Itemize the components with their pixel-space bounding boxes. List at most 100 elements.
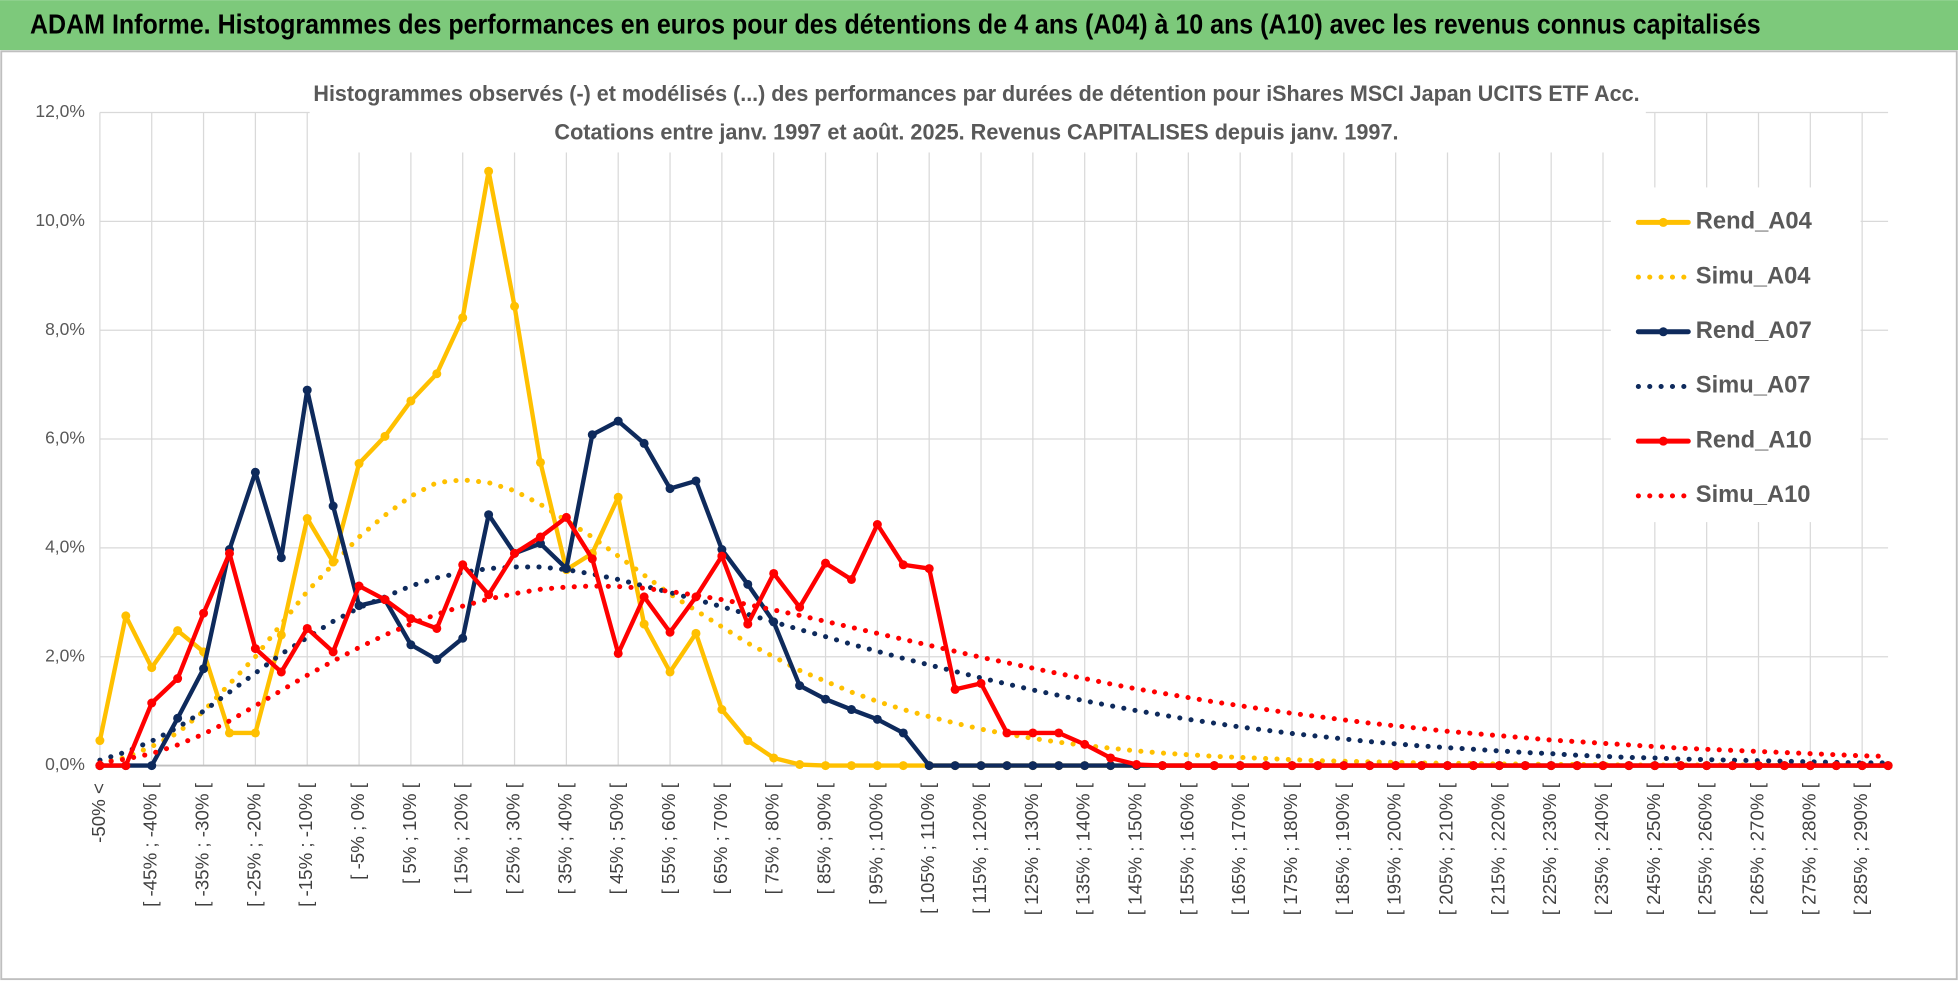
series-marker [535,457,545,467]
series-marker [1028,728,1038,738]
series-marker [665,667,675,677]
series-marker [639,592,649,602]
series-marker [510,548,520,558]
x-tick-label: [ 255% ; 260% [ [1695,782,1716,915]
series-marker [1002,761,1012,771]
x-tick-label: [ 165% ; 170% [ [1228,782,1249,915]
x-tick-label: [ 115% ; 120% [ [969,782,990,914]
series-marker [1287,761,1297,771]
series-marker [380,431,390,441]
x-tick-label: -50% < [88,783,109,843]
series-marker [1028,761,1038,771]
x-tick-label: [ 195% ; 200% [ [1384,782,1405,915]
series-marker [1002,728,1012,738]
series-marker [199,608,209,618]
y-tick-label: 4,0% [45,537,85,557]
series-marker [147,663,157,673]
series-marker [717,545,727,555]
y-tick-label: 2,0% [45,645,85,665]
series-marker [1520,761,1530,771]
legend-marker [1658,436,1668,446]
chart-frame [0,50,1958,981]
series-marker [1468,761,1478,771]
x-tick-label: [ 285% ; 290% [ [1850,782,1871,915]
series-marker [613,492,623,502]
series-marker [1753,761,1763,771]
series-marker [1365,761,1375,771]
series-marker [1157,761,1167,771]
series-marker [1054,761,1064,771]
series-line [97,583,1891,766]
legend-marker [1658,217,1668,227]
series-marker [743,736,753,746]
series-marker [432,654,442,664]
series-marker [613,648,623,658]
series-marker [1261,761,1271,771]
x-tick-label: [ 275% ; 280% [ [1798,782,1819,915]
legend-label: Simu_A10 [1696,482,1811,508]
y-tick-label: 6,0% [45,428,85,448]
series-marker [821,761,831,771]
series-marker [1391,761,1401,771]
series-marker [276,553,286,563]
legend-background [1610,187,1861,523]
series-marker [821,694,831,704]
x-tick-label: [ 175% ; 180% [ [1280,782,1301,915]
legend-label: Rend_A10 [1696,427,1812,453]
series-marker [1805,761,1815,771]
series-marker [173,713,183,723]
series-marker [898,761,908,771]
x-tick-label: [ 75% ; 80% [ [762,782,783,894]
series-marker [872,520,882,529]
series-marker [458,313,468,323]
series-marker [173,626,183,636]
x-tick-label: [ 85% ; 90% [ [813,782,834,894]
plot-area: 0,0% 2,0% 4,0% 6,0% 8,0% 10,0% 12,0% -50% < [ -4… [35,101,1893,915]
x-tick-label: [ 95% ; 100% [ [865,782,886,905]
x-tick-label: [ -15% ; -10% [ [295,782,316,907]
series-marker [769,753,779,763]
x-tick-label: [ 15% ; 20% [ [451,782,472,894]
series-marker [1676,761,1686,771]
series-marker [639,619,649,629]
series-marker [302,514,312,524]
series-marker [432,623,442,633]
legend-label: Simu_A07 [1696,373,1811,399]
series-marker [613,416,623,426]
series-marker [1235,761,1245,771]
series-marker [665,627,675,637]
series-marker [1883,761,1893,771]
series-marker [1054,728,1064,738]
series-marker [691,628,701,638]
x-tick-label: [ 215% ; 220% [ [1487,782,1508,915]
series-marker [535,539,545,549]
series-line [97,477,1891,769]
series-marker [795,760,805,770]
series-marker [224,728,234,738]
x-tick-label: [ -45% ; -40% [ [140,782,161,907]
series-marker [302,385,312,395]
series-marker [898,728,908,738]
series-marker [846,574,856,584]
x-tick-label: [ 145% ; 150% [ [1124,782,1145,915]
series-marker [432,369,442,379]
series-marker [1857,761,1867,771]
x-tick-label: [ -35% ; -30% [ [192,782,213,907]
x-tick-label: [ 155% ; 160% [ [1176,782,1197,915]
series-marker [1106,753,1116,763]
series-marker [1546,761,1556,771]
x-tick-label: [ 65% ; 70% [ [710,782,731,894]
legend-label: Rend_A04 [1696,209,1813,235]
chart-subtitle: Cotations entre janv. 1997 et août. 2025… [554,120,1398,145]
series-marker [587,430,597,440]
series-marker [1702,761,1712,771]
series-marker [1313,761,1323,771]
series-marker [872,714,882,724]
x-tick-label: [ 265% ; 270% [ [1746,782,1767,915]
series-marker [328,501,338,511]
series-marker [276,630,286,640]
series-marker [924,564,934,574]
y-tick-label: 10,0% [35,210,85,230]
series-marker [354,601,364,611]
series-marker [458,560,468,570]
